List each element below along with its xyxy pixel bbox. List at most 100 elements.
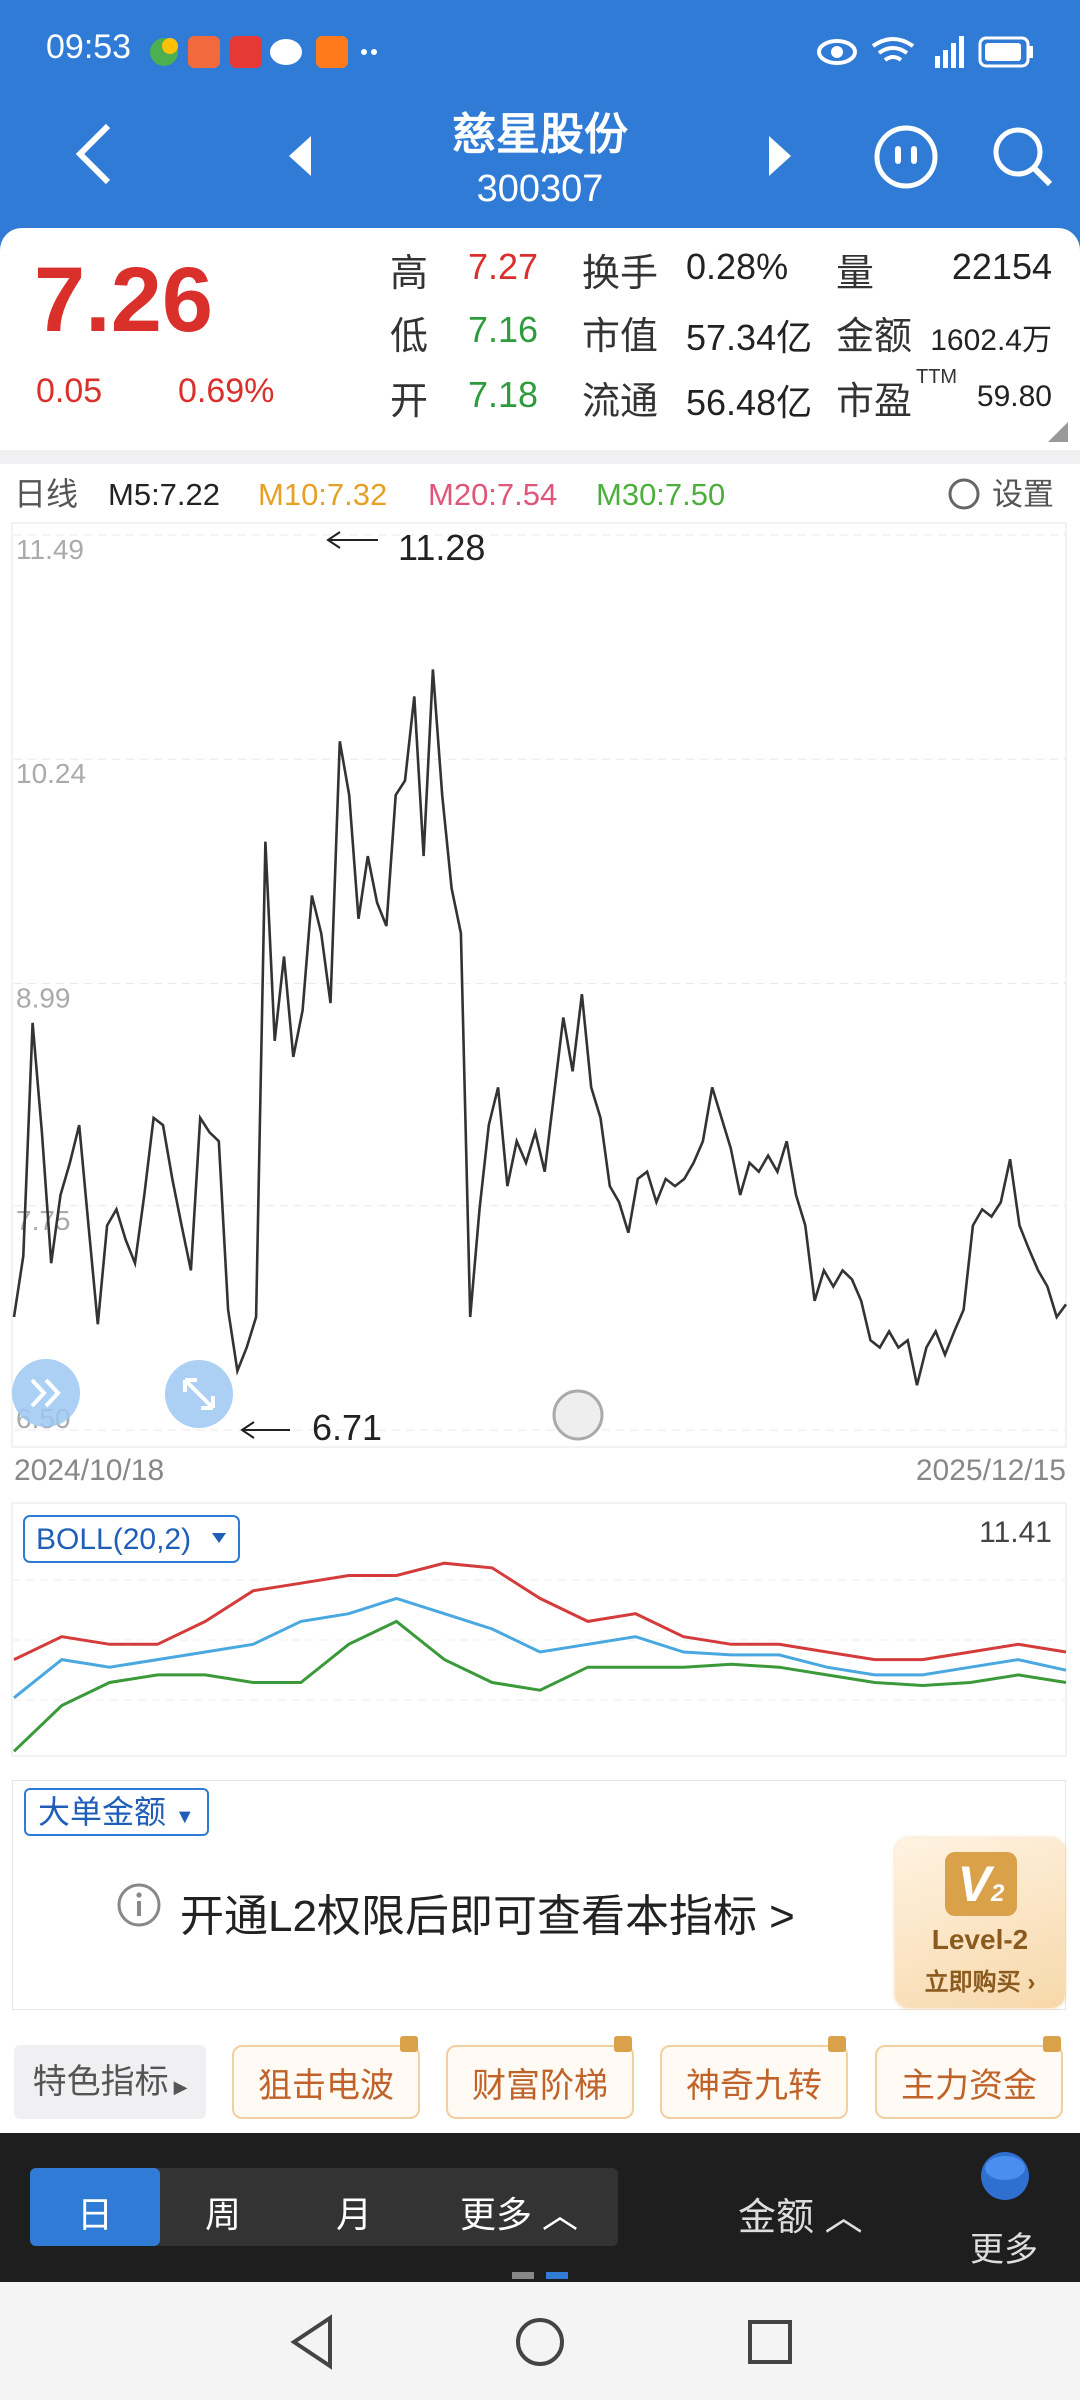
feature-button[interactable]: 财富阶梯 bbox=[446, 2045, 634, 2119]
chevron: ︿ bbox=[824, 2197, 863, 2239]
stat-value: 22154 bbox=[951, 246, 1052, 287]
features-arrow: ▶ bbox=[168, 2077, 188, 2097]
stat-label: 换手 bbox=[582, 253, 659, 295]
stat-value: 7.27 bbox=[468, 246, 539, 287]
stat-label: 金额 bbox=[836, 316, 913, 358]
annotation-arrow bbox=[326, 531, 378, 549]
y-tick-label: 11.49 bbox=[16, 534, 84, 565]
back-button[interactable] bbox=[70, 122, 120, 186]
stat-value: 7.16 bbox=[468, 309, 539, 350]
status-app-icons bbox=[150, 36, 377, 68]
period-label: 日线 bbox=[14, 476, 78, 512]
feature-button[interactable]: 神奇九转 bbox=[660, 2045, 848, 2119]
status-time: 09:53 bbox=[46, 28, 132, 66]
period-tab[interactable]: 周 bbox=[205, 2194, 242, 2235]
plot-frame bbox=[11, 522, 1067, 1448]
lock-icon bbox=[1043, 2036, 1061, 2052]
amount-label: 金额 bbox=[738, 2197, 815, 2239]
ma-legend: M10:7.32 bbox=[258, 477, 387, 512]
quote-panel bbox=[0, 228, 1080, 450]
x-label-end: 2025/12/15 bbox=[916, 1454, 1066, 1487]
info-icon bbox=[117, 1883, 161, 1927]
boll-max-label: 11.41 bbox=[979, 1516, 1052, 1549]
stat-label: 开 bbox=[390, 381, 429, 423]
nav-buttons[interactable] bbox=[280, 2310, 800, 2374]
watermark-icon bbox=[552, 1389, 604, 1441]
boll-selector bbox=[23, 1515, 240, 1563]
annotation-high: 11.28 bbox=[398, 527, 485, 568]
badge-logo-sub: 2 bbox=[991, 1880, 1005, 1907]
stock-name: 慈星股份 bbox=[452, 110, 628, 159]
lock-icon bbox=[400, 2036, 418, 2052]
last-price: 7.26 bbox=[34, 249, 214, 351]
badge-action[interactable]: 立即购买 › bbox=[895, 1962, 1065, 1997]
period-tab[interactable]: 日 bbox=[77, 2194, 114, 2235]
boll-line bbox=[12, 1619, 1067, 1753]
more-icon bbox=[981, 2152, 1029, 2200]
indicator-message[interactable]: 开通L2权限后即可查看本指标 > bbox=[180, 1892, 795, 1941]
feature-button[interactable]: 狙击电波 bbox=[232, 2045, 420, 2119]
price-change-pct: 0.69% bbox=[178, 372, 275, 410]
search-button[interactable] bbox=[990, 124, 1056, 190]
dropdown-arrow: ▼ bbox=[174, 1806, 195, 1828]
status-system-icons bbox=[817, 36, 1033, 68]
stat-value: 7.18 bbox=[468, 374, 539, 415]
indicator-selector[interactable]: 大单金额 ▼ bbox=[24, 1788, 209, 1836]
lock-icon bbox=[828, 2036, 846, 2052]
price-line bbox=[12, 669, 1068, 1386]
lock-icon bbox=[614, 2036, 632, 2052]
boll-line bbox=[13, 1561, 1067, 1662]
page-indicator-active bbox=[546, 2272, 568, 2279]
fullscreen-icon bbox=[183, 1378, 215, 1410]
stat-label: 市盈 bbox=[836, 381, 913, 423]
dropdown-arrow bbox=[212, 1533, 226, 1543]
assistant-button[interactable] bbox=[873, 124, 939, 190]
period-tab[interactable]: 更多 ︿ bbox=[460, 2194, 579, 2235]
x-label-start: 2024/10/18 bbox=[14, 1454, 164, 1487]
page-indicator bbox=[512, 2272, 534, 2279]
stat-value: 57.34亿 bbox=[686, 317, 813, 358]
stat-label: 高 bbox=[390, 253, 429, 295]
period-tab[interactable]: 月 bbox=[336, 2194, 373, 2235]
stat-label: 流通 bbox=[582, 381, 659, 423]
stat-value: 0.28% bbox=[686, 246, 789, 287]
stat-label: 市值 bbox=[582, 316, 659, 358]
indicator-label: 大单金额 bbox=[38, 1794, 167, 1830]
ma-legend: M20:7.54 bbox=[428, 477, 557, 512]
ma-legend: M30:7.50 bbox=[596, 477, 725, 512]
boll-frame bbox=[11, 1502, 1067, 1757]
active-tab bbox=[30, 2168, 160, 2246]
badge-title: Level-2 bbox=[931, 1924, 1029, 1955]
features-label[interactable]: 特色指标 ▶ bbox=[14, 2045, 206, 2119]
boll-title: BOLL(20,2) bbox=[36, 1523, 191, 1556]
stat-label-sup: TTM bbox=[916, 366, 958, 388]
y-tick-label: 8.99 bbox=[16, 982, 71, 1013]
charts: 6.507.758.9910.2411.49日线M5:7.22M10:7.32M… bbox=[11, 476, 1068, 1757]
boll-line bbox=[13, 1596, 1067, 1699]
stat-label: 低 bbox=[390, 316, 429, 358]
chevron: › bbox=[1027, 1969, 1036, 1996]
badge-action-text: 立即购买 bbox=[924, 1969, 1021, 1996]
chevron: ︿ bbox=[532, 2194, 579, 2235]
feature-button[interactable]: 主力资金 bbox=[875, 2045, 1063, 2119]
y-tick-label: 10.24 bbox=[16, 758, 86, 789]
price-change: 0.05 bbox=[36, 372, 103, 410]
amount-selector[interactable]: 金额 ︿ bbox=[738, 2186, 863, 2241]
stock-code: 300307 bbox=[476, 168, 604, 210]
stat-value: 1602.4万 bbox=[930, 324, 1052, 357]
badge-logo-letter: V bbox=[957, 1856, 991, 1912]
previous-stock-button[interactable] bbox=[285, 134, 315, 178]
expand-corner[interactable] bbox=[1046, 420, 1070, 444]
indicator-panel bbox=[12, 1780, 1066, 2010]
annotation-arrow bbox=[240, 1421, 290, 1439]
navigation-bar bbox=[0, 2282, 1080, 2400]
ma-legend: M5:7.22 bbox=[108, 477, 220, 512]
features-label-text: 特色指标 bbox=[32, 2063, 169, 2101]
more-button[interactable]: 更多 bbox=[970, 2231, 1038, 2269]
badge-logo: V2 bbox=[945, 1852, 1017, 1916]
separator bbox=[0, 450, 1080, 464]
expand-icon bbox=[30, 1378, 61, 1408]
next-stock-button[interactable] bbox=[765, 134, 795, 178]
settings-icon bbox=[948, 478, 980, 510]
